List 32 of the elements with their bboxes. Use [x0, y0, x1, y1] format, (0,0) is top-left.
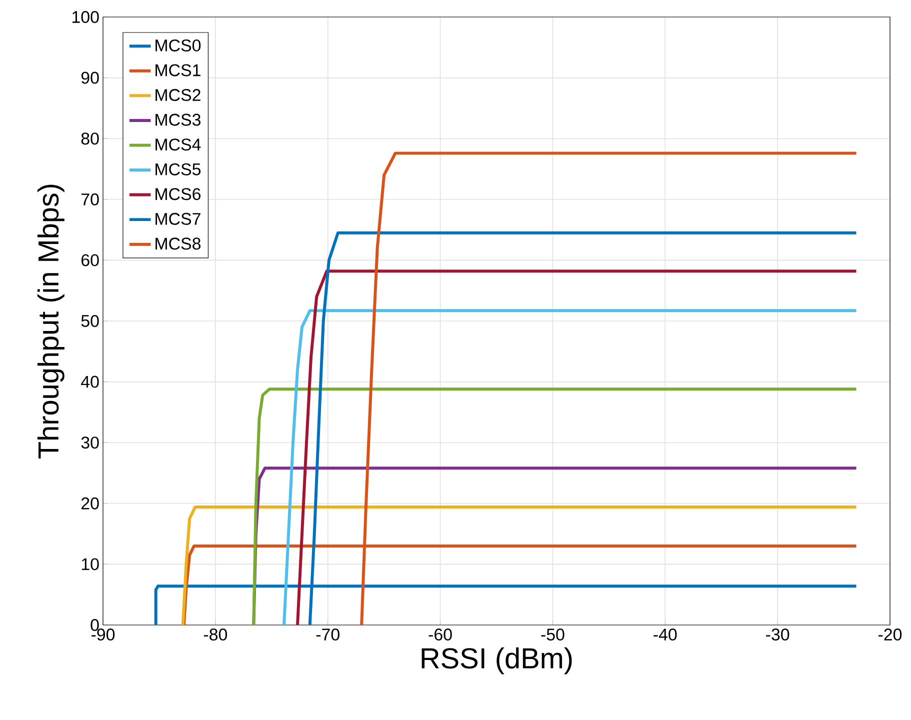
y-tick-label: 90	[81, 72, 99, 84]
legend-label: MCS0	[156, 39, 201, 52]
y-tick-label: 100	[72, 10, 99, 23]
x-tick-label: -70	[316, 628, 340, 641]
x-tick-label: -90	[92, 628, 115, 641]
line-series	[181, 506, 858, 625]
x-tick-label: -60	[428, 628, 452, 641]
x-axis-title: RSSI (dBm)	[422, 647, 572, 674]
line-series	[252, 388, 858, 625]
y-tick-label: 10	[82, 558, 99, 570]
legend-label: MCS5	[156, 163, 201, 176]
x-tick-label: -80	[204, 628, 228, 641]
legend-label: MCS1	[156, 64, 200, 76]
x-tick-label: -30	[766, 628, 790, 641]
y-tick-label: 0	[90, 619, 99, 632]
y-tick-label: 70	[82, 193, 99, 206]
x-tick-label: -20	[878, 628, 902, 641]
y-axis-title: Throughput (in Mbps)	[37, 184, 64, 458]
legend-label: MCS4	[156, 138, 201, 151]
legend-label: MCS3	[156, 114, 200, 126]
legend-label: MCS8	[156, 238, 201, 250]
legend-label: MCS6	[156, 188, 200, 200]
y-tick-label: 80	[81, 132, 99, 145]
legend-label: MCS2	[156, 89, 200, 102]
legend-label: MCS7	[156, 212, 200, 225]
y-tick-label: 50	[81, 315, 99, 327]
x-tick-label: -50	[541, 628, 564, 641]
x-tick-label: -40	[654, 628, 677, 641]
y-tick-label: 30	[81, 436, 99, 449]
y-tick-label: 60	[82, 254, 99, 266]
y-tick-label: 40	[81, 376, 99, 388]
y-tick-label: 20	[82, 497, 99, 510]
